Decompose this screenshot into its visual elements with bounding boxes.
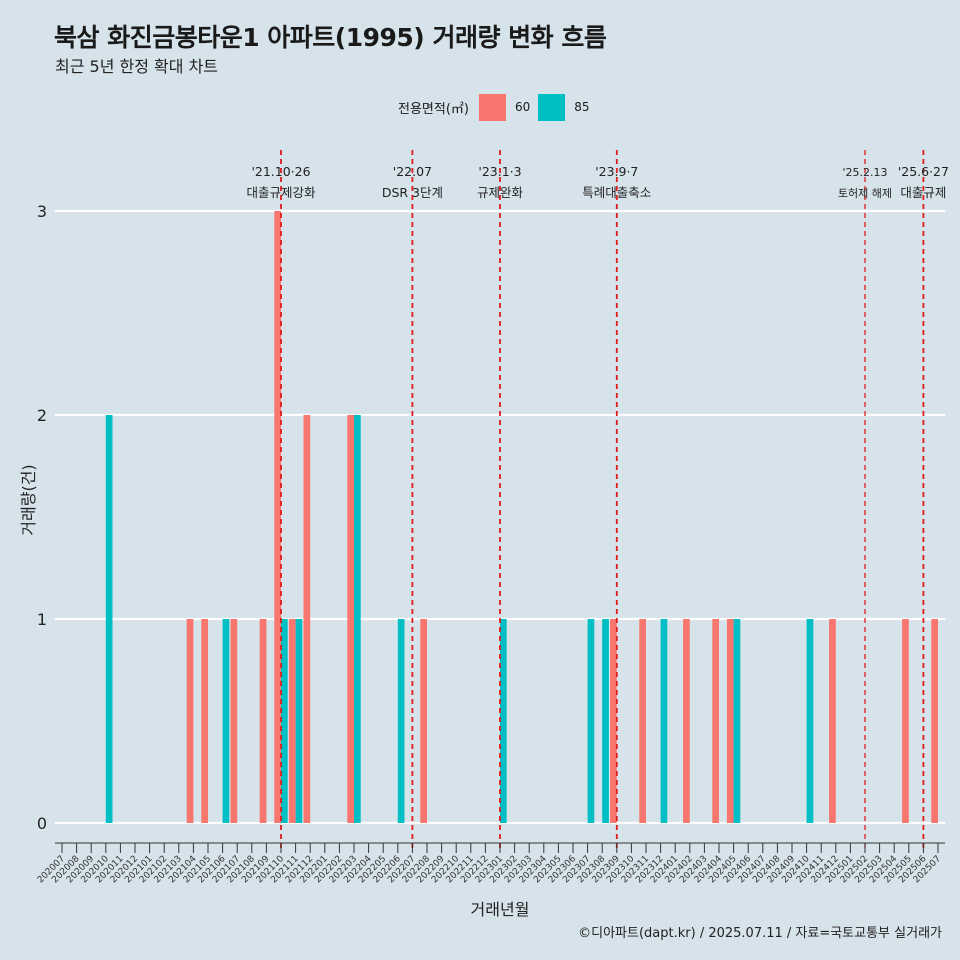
y-tick-label-0: 0	[37, 814, 47, 833]
event-label-202110: 대출규제강화	[246, 185, 316, 200]
event-date-202502: '25.2.13	[842, 166, 887, 179]
legend-title: 전용면적(㎡)	[398, 101, 469, 117]
bar-60-202111	[288, 619, 296, 823]
chart-subtitle: 최근 5년 한정 확대 차트	[55, 57, 219, 76]
bar-60-202412	[829, 619, 836, 823]
event-date-202301: '23.1·3	[478, 164, 521, 179]
bar-60-202505	[902, 619, 909, 823]
bar-60-202208	[420, 619, 427, 823]
bar-60-202203	[347, 415, 354, 823]
x-axis-title: 거래년월	[471, 900, 530, 919]
source-caption: ©디아파트(dapt.kr) / 2025.07.11 / 자료=국토교통부 실…	[578, 926, 942, 941]
chart-title: 북삼 화진금봉타운1 아파트(1995) 거래량 변화 흐름	[54, 23, 607, 52]
bar-60-202507	[931, 619, 938, 823]
bar-60-202404	[712, 619, 719, 823]
bar-60-202309	[610, 619, 617, 823]
y-axis-title: 거래량(건)	[19, 464, 38, 535]
bar-85-202111	[295, 619, 303, 823]
bar-85-202307	[587, 619, 595, 823]
bar-85-202206	[397, 619, 405, 823]
event-date-202110: '21.10·26	[251, 164, 310, 179]
legend: 전용면적(㎡) 60 85	[398, 93, 598, 121]
bar-85-202203	[354, 415, 361, 823]
event-date-202309: '23.9·7	[595, 164, 638, 179]
event-label-202207: DSR 3단계	[382, 185, 443, 200]
legend-swatch-60	[478, 93, 506, 121]
bar-60-202405	[726, 619, 734, 823]
bar-60-202109	[259, 619, 267, 823]
legend-label-85: 85	[574, 100, 590, 114]
bar-60-202107	[230, 619, 238, 823]
bar-85-202405	[733, 619, 741, 823]
y-tick-label-3: 3	[37, 202, 47, 221]
bar-60-202311	[639, 619, 646, 823]
bar-85-202312	[660, 619, 668, 823]
bar-60-202110	[274, 211, 281, 823]
bar-85-202010	[105, 415, 113, 823]
y-tick-label-2: 2	[37, 406, 47, 425]
legend-item-60: 60	[478, 93, 531, 121]
bar-60-202105	[201, 619, 208, 823]
legend-item-85: 85	[538, 93, 590, 121]
bar-85-202106	[222, 619, 230, 823]
legend-label-60: 60	[514, 100, 531, 114]
bar-85-202110	[281, 619, 288, 823]
event-label-202502: 토허제 해제	[838, 186, 892, 200]
event-label-202301: 규제완화	[477, 185, 524, 200]
event-date-202506: '25.6·27	[898, 164, 949, 179]
event-label-202506: 대출규제	[900, 185, 946, 200]
bar-85-202410	[806, 619, 814, 823]
bar-85-202308	[602, 619, 609, 823]
bar-60-202104	[186, 619, 194, 823]
bar-85-202301	[500, 619, 507, 823]
event-label-202309: 특례대출축소	[582, 185, 651, 200]
bar-60-202402	[683, 619, 690, 823]
y-tick-label-1: 1	[37, 610, 47, 629]
event-date-202207: '22.07	[393, 164, 432, 179]
bar-60-202112	[303, 415, 311, 823]
legend-swatch-85	[538, 93, 566, 121]
